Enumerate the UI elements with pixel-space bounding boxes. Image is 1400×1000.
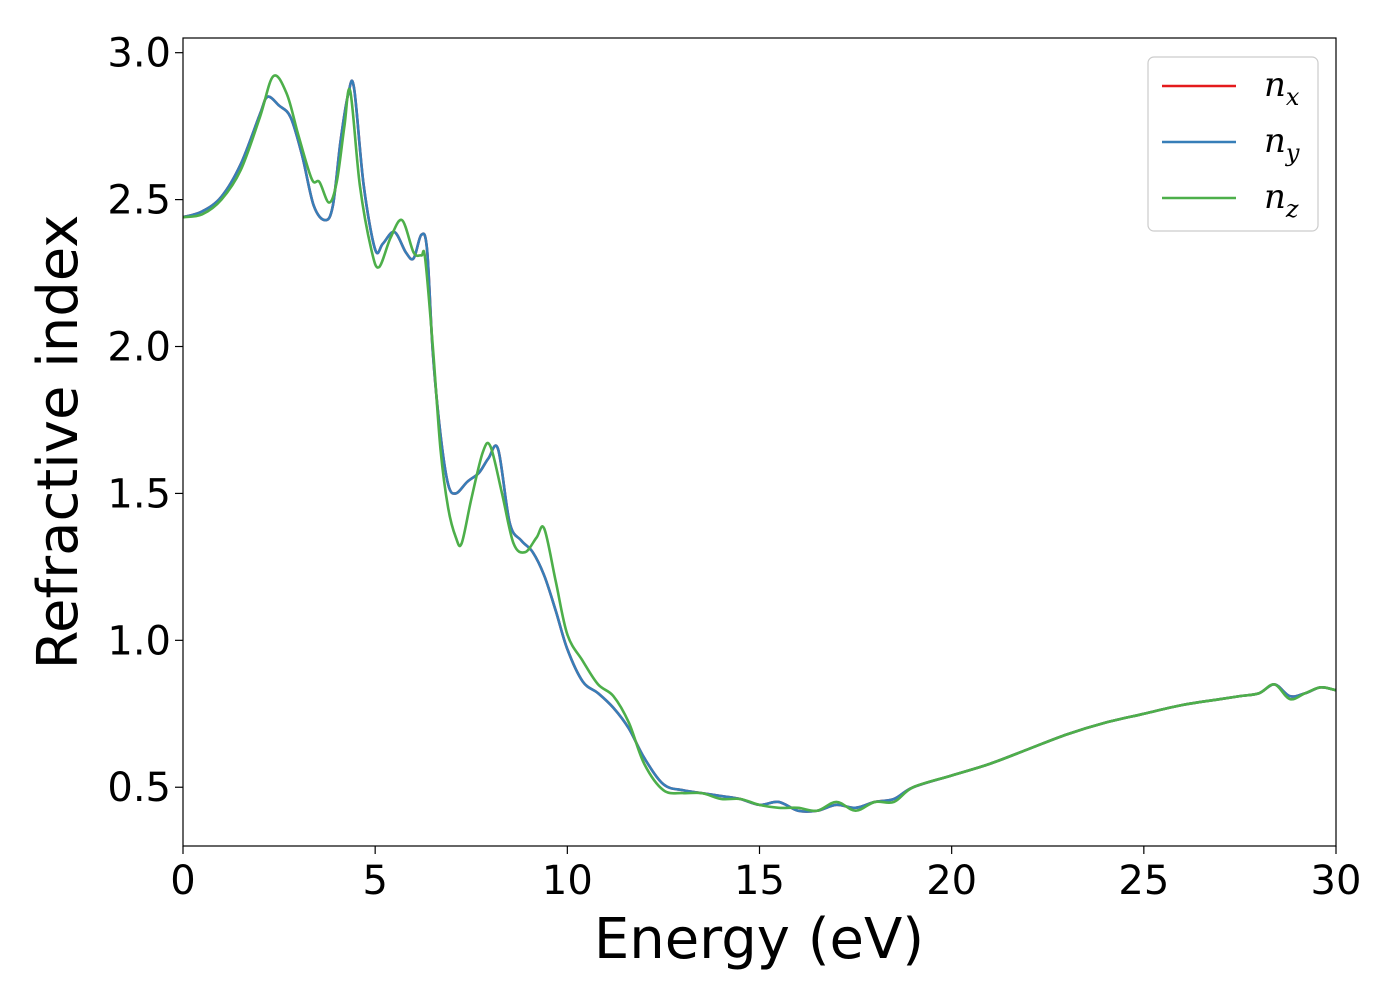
x-tick-label: 10 — [542, 858, 593, 904]
y-tick-label: 0.5 — [107, 765, 171, 811]
x-tick-label: 30 — [1311, 858, 1362, 904]
y-axis-ticks: 0.5 1.0 1.5 2.0 2.5 3.0 — [107, 31, 183, 811]
y-tick-label: 2.0 — [107, 325, 171, 371]
x-tick-label: 25 — [1118, 858, 1169, 904]
y-tick-label: 3.0 — [107, 31, 171, 77]
y-tick-label: 1.0 — [107, 618, 171, 664]
plot-lines — [182, 74, 1337, 813]
legend-label-y: ny — [1264, 121, 1300, 167]
x-axis-label: Energy (eV) — [594, 907, 924, 972]
x-tick-label: 5 — [362, 858, 387, 904]
legend-entries: nx ny nz — [1162, 65, 1300, 223]
legend-label-z: nz — [1264, 177, 1299, 223]
y-axis-label: Refractive index — [26, 215, 91, 670]
x-tick-label: 0 — [170, 858, 195, 904]
x-tick-label: 20 — [926, 858, 977, 904]
x-tick-label: 15 — [734, 858, 785, 904]
y-tick-label: 1.5 — [107, 471, 171, 517]
legend-box — [1147, 56, 1319, 232]
x-axis-ticks: 0 5 10 15 20 25 30 — [170, 846, 1361, 904]
legend-label-x: nx — [1264, 65, 1300, 111]
series-line-z — [182, 74, 1337, 813]
y-tick-label: 2.5 — [107, 178, 171, 224]
legend: nx ny nz — [1147, 56, 1319, 232]
